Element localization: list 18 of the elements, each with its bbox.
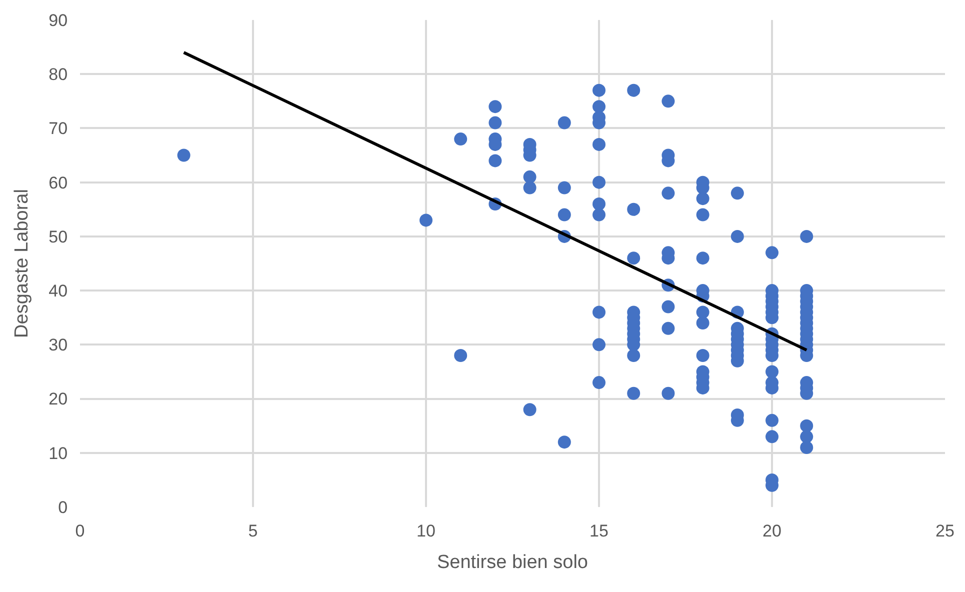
y-tick-label: 90 (48, 10, 68, 30)
y-tick-label: 20 (48, 390, 68, 409)
x-tick-label: 15 (590, 521, 608, 540)
y-tick-label: 30 (48, 336, 68, 355)
y-tick-label: 60 (48, 173, 68, 192)
y-tick-label: 50 (48, 227, 68, 246)
x-tick-label: 5 (248, 521, 258, 540)
x-tick-label: 0 (75, 521, 85, 540)
y-axis-title: Desgaste Laboral (12, 189, 33, 338)
x-axis-title: Sentirse bien solo (436, 552, 588, 574)
y-tick-label: 70 (48, 119, 68, 138)
y-tick-label: 0 (58, 498, 68, 517)
x-tick-label: 25 (936, 521, 954, 540)
y-tick-label: 10 (48, 444, 68, 463)
y-tick-label: 40 (48, 282, 68, 301)
x-tick-label: 10 (416, 521, 436, 540)
x-tick-label: 20 (762, 521, 782, 540)
y-tick-label: 80 (48, 65, 68, 84)
